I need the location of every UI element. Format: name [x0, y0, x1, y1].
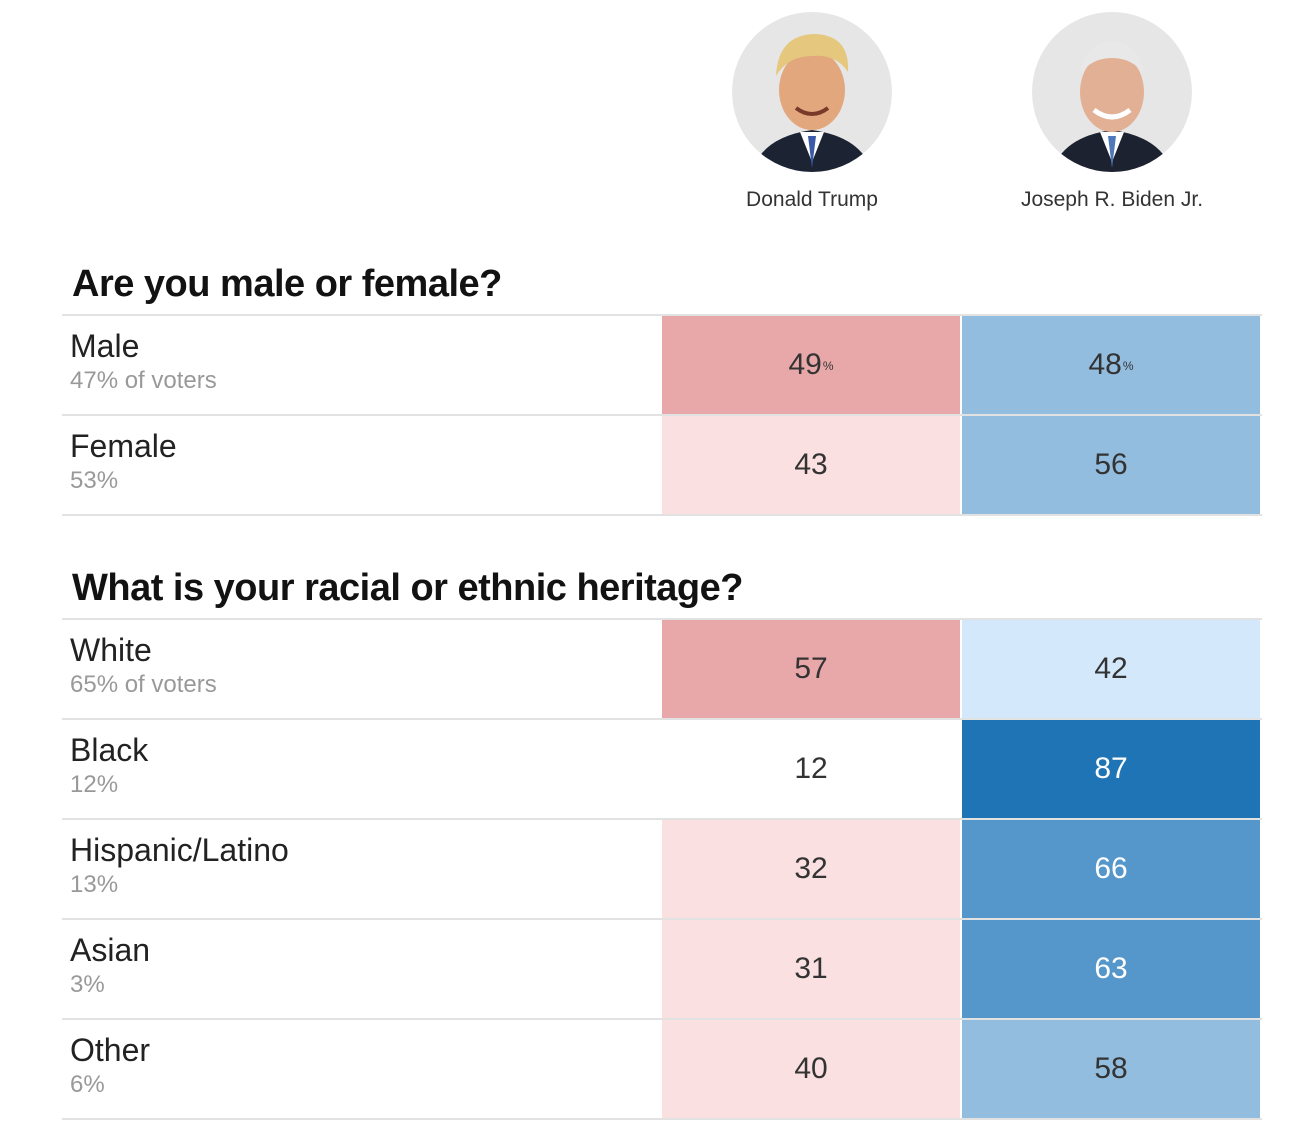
biden-value: 48: [1088, 348, 1122, 381]
candidate-name: Donald Trump: [746, 188, 878, 211]
question-title: What is your racial or ethnic heritage?: [72, 567, 744, 609]
voter-share: 53%: [70, 467, 119, 494]
biden-value-cell: 87: [962, 720, 1260, 818]
trump-value: 49: [788, 348, 822, 381]
trump-value-cell: 32: [662, 820, 960, 918]
row-label-cell: Asian 3%: [62, 920, 662, 1018]
voter-share: 13%: [70, 871, 119, 898]
percent-sign: %: [822, 359, 834, 373]
candidate-name: Joseph R. Biden Jr.: [1020, 188, 1204, 211]
biden-value-cell: 63: [962, 920, 1260, 1018]
trump-value-cell: 49%: [662, 316, 960, 414]
group-label: Other: [70, 1032, 151, 1068]
row-label-cell: Female 53%: [62, 416, 662, 514]
trump-value: 57: [794, 652, 828, 685]
trump-value-cell: 43: [662, 416, 960, 514]
group-label: Black: [70, 732, 149, 768]
candidate-biden: Joseph R. Biden Jr.: [962, 12, 1262, 212]
trump-value: 43: [794, 448, 828, 481]
percent-sign: %: [1122, 359, 1134, 373]
row-label-cell: Black 12%: [62, 720, 662, 818]
row-label-cell: Male 47% of voters: [62, 316, 662, 414]
group-label: Hispanic/Latino: [70, 832, 289, 868]
group-label: Asian: [70, 932, 151, 968]
voter-share: 12%: [70, 771, 119, 798]
voter-share: 6%: [70, 1071, 105, 1098]
table-row: Female 53% 43 56: [62, 416, 1262, 516]
group-label: White: [70, 632, 152, 668]
biden-value: 42: [1094, 652, 1128, 685]
trump-value-cell: 31: [662, 920, 960, 1018]
row-label-cell: White 65% of voters: [62, 620, 662, 718]
trump-value: 32: [794, 852, 828, 885]
group-label: Female: [70, 428, 177, 464]
biden-value-cell: 56: [962, 416, 1260, 514]
trump-value-cell: 40: [662, 1020, 960, 1118]
voter-share: 3%: [70, 971, 105, 998]
trump-portrait-icon: [732, 12, 892, 172]
table-row: White 65% of voters 57 42: [62, 620, 1262, 720]
table-row: Other 6% 40 58: [62, 1020, 1262, 1120]
biden-value: 56: [1094, 448, 1128, 481]
trump-value: 31: [794, 952, 828, 985]
table-row: Hispanic/Latino 13% 32 66: [62, 820, 1262, 920]
row-label-cell: Hispanic/Latino 13%: [62, 820, 662, 918]
trump-value-cell: 12: [662, 720, 960, 818]
trump-value-cell: 57: [662, 620, 960, 718]
biden-value: 87: [1094, 752, 1128, 785]
trump-value: 40: [794, 1052, 828, 1085]
biden-value-cell: 58: [962, 1020, 1260, 1118]
candidate-trump: Donald Trump: [662, 12, 962, 212]
question-gender: Are you male or female? Male 47% of voter…: [62, 254, 1262, 516]
results-table: Male 47% of voters 49% 48% Female 53% 43 56: [62, 314, 1262, 516]
biden-portrait-icon: [1032, 12, 1192, 172]
biden-value-cell: 48%: [962, 316, 1260, 414]
biden-value: 66: [1094, 852, 1128, 885]
biden-value-cell: 66: [962, 820, 1260, 918]
table-row: Black 12% 12 87: [62, 720, 1262, 820]
row-label-cell: Other 6%: [62, 1020, 662, 1118]
table-row: Male 47% of voters 49% 48%: [62, 316, 1262, 416]
voter-share: 65% of voters: [70, 671, 217, 698]
table-row: Asian 3% 31 63: [62, 920, 1262, 1020]
question-race: What is your racial or ethnic heritage? …: [62, 558, 1262, 1120]
voter-share: 47% of voters: [70, 367, 217, 394]
group-label: Male: [70, 328, 140, 364]
trump-value: 12: [794, 752, 828, 785]
question-title: Are you male or female?: [72, 263, 502, 305]
biden-value: 58: [1094, 1052, 1128, 1085]
candidate-header: Donald Trump Joseph R. Biden Jr.: [662, 0, 1262, 230]
biden-value: 63: [1094, 952, 1128, 985]
biden-value-cell: 42: [962, 620, 1260, 718]
results-table: White 65% of voters 57 42 Black 12% 12 87 Hispan…: [62, 618, 1262, 1120]
